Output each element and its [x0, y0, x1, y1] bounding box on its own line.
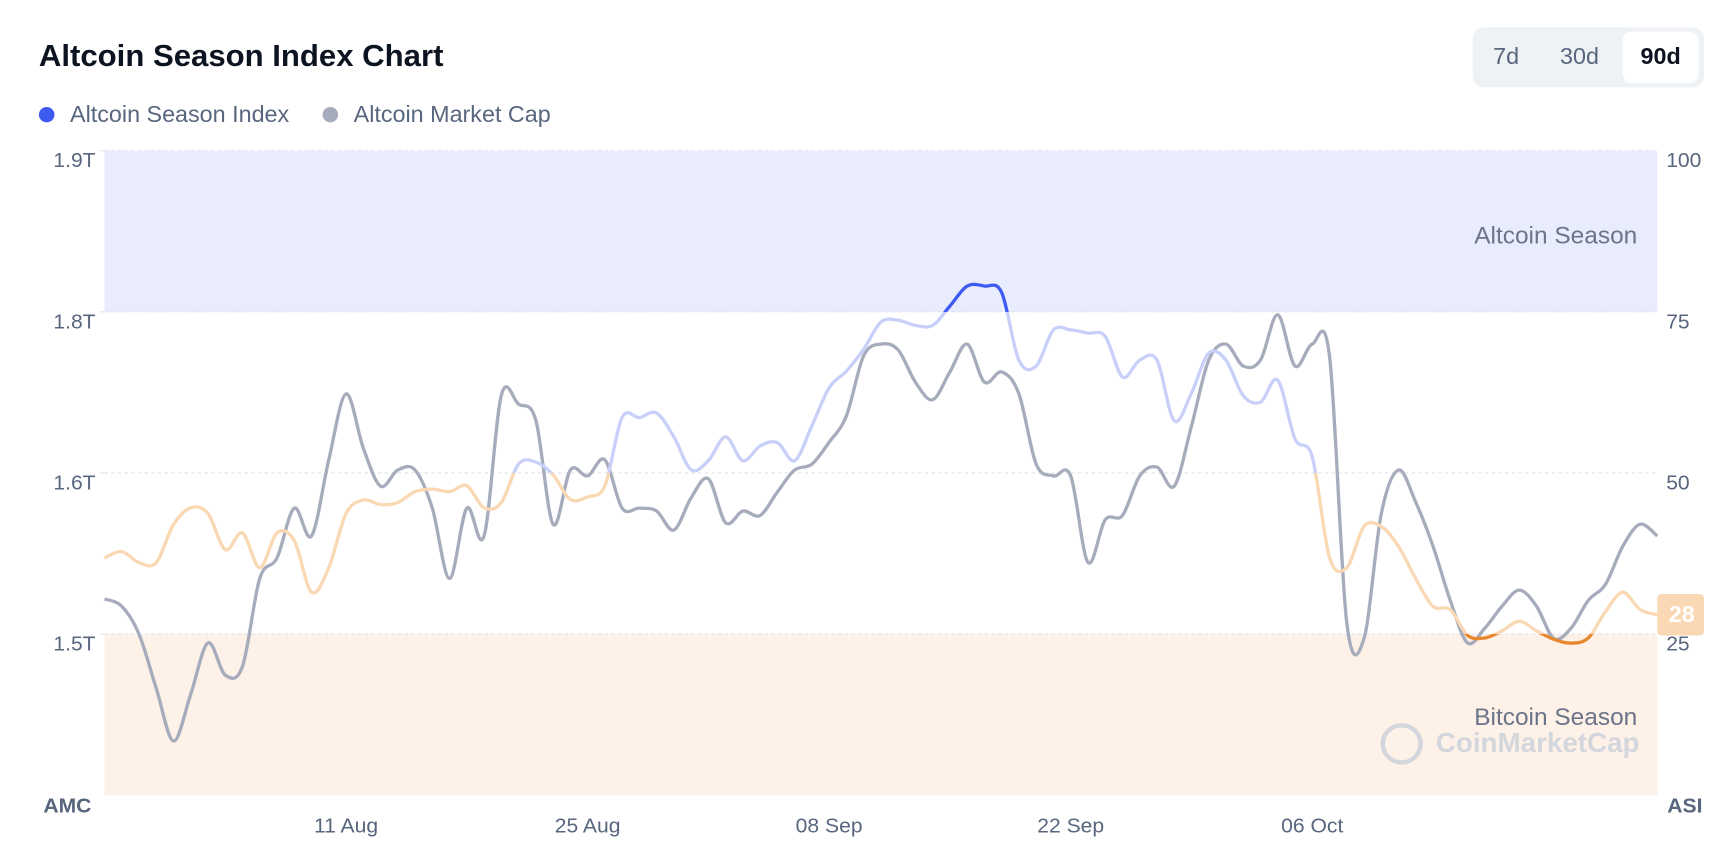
watermark-logo	[1380, 723, 1423, 765]
legend-label[interactable]: Altcoin Season Index	[70, 101, 290, 127]
y2-axis-label: ASI	[1667, 795, 1702, 818]
zone-label: Altcoin Season	[1474, 223, 1637, 250]
x-tick-label: 08 Sep	[796, 815, 863, 838]
value-badge	[1657, 593, 1704, 636]
series-line	[103, 313, 1659, 743]
series-line	[103, 282, 1658, 645]
y-tick-label: 1.5T	[53, 633, 95, 656]
range-button[interactable]: 7d	[1493, 43, 1519, 69]
x-tick-label: 25 Aug	[555, 815, 621, 838]
value-badge-label: 28	[1669, 601, 1695, 627]
legend-marker	[38, 107, 55, 123]
y2-tick-label: 100	[1666, 149, 1701, 172]
zone-band	[104, 634, 1658, 796]
legend-marker	[322, 107, 339, 123]
x-tick-label: 22 Sep	[1037, 815, 1104, 838]
y2-tick-label: 75	[1666, 310, 1689, 333]
range-active-bg	[1622, 31, 1699, 84]
legend-label[interactable]: Altcoin Market Cap	[354, 101, 551, 127]
zone-label: Bitcoin Season	[1474, 704, 1637, 731]
y-axis-label: AMC	[43, 795, 91, 818]
y-tick-label: 1.6T	[53, 472, 95, 495]
range-button[interactable]: 90d	[1641, 43, 1681, 69]
watermark: CoinMarketCap	[1436, 727, 1640, 758]
y-tick-label: 1.9T	[53, 149, 95, 172]
chart-title: Altcoin Season Index Chart	[39, 38, 444, 73]
y2-tick-label: 50	[1666, 472, 1689, 495]
range-button[interactable]: 30d	[1560, 43, 1599, 69]
x-tick-label: 06 Oct	[1281, 815, 1343, 838]
y-tick-label: 1.8T	[53, 310, 95, 333]
zone-band	[104, 150, 1658, 312]
x-tick-label: 11 Aug	[314, 815, 378, 838]
y2-tick-label: 25	[1666, 633, 1689, 656]
